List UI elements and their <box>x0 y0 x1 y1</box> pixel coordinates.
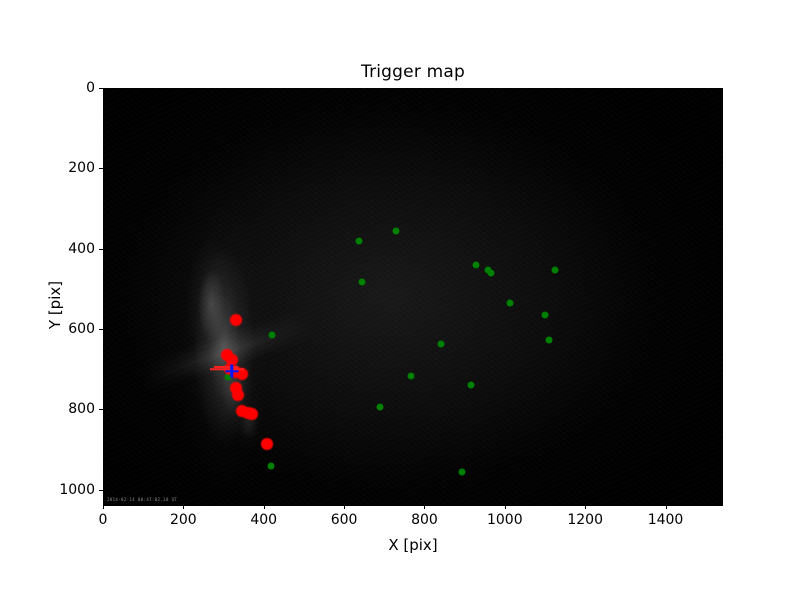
x-tick-label: 600 <box>330 512 358 528</box>
green-triggers-point <box>407 372 415 380</box>
green-triggers-point <box>267 462 275 470</box>
x-tick-mark <box>585 505 587 509</box>
red-triggers-point <box>230 382 242 394</box>
x-tick-mark <box>424 505 426 509</box>
target-crosshair-marker <box>209 359 244 379</box>
y-tick-label: 1000 <box>59 481 95 498</box>
x-tick-label: 400 <box>250 512 278 528</box>
centroid-plus-marker <box>225 364 239 378</box>
y-tick-label: 200 <box>68 160 95 177</box>
x-tick-mark <box>263 505 265 509</box>
green-triggers-point <box>472 261 480 269</box>
x-tick-mark <box>183 505 185 509</box>
green-triggers-point <box>358 278 366 286</box>
y-tick-label: 0 <box>86 80 95 96</box>
y-tick-mark <box>99 248 103 250</box>
red-triggers-point <box>230 314 242 326</box>
x-tick-label: 1200 <box>567 512 603 528</box>
green-triggers-point <box>224 373 232 381</box>
x-tick-label: 1000 <box>486 512 523 528</box>
y-tick-label: 600 <box>68 321 95 338</box>
y-tick-mark <box>99 88 103 89</box>
x-tick-label: 1400 <box>647 512 684 528</box>
camera-timestamp-overlay: 2014-02-14 00:47:02.18 UT <box>107 497 178 502</box>
red-triggers-point <box>236 405 248 417</box>
x-tick-label: 0 <box>98 512 108 528</box>
x-tick-mark <box>504 505 506 509</box>
page-title: Trigger map <box>360 62 465 82</box>
green-triggers-point <box>545 336 553 344</box>
x-tick-label: 800 <box>411 512 438 528</box>
lunar-limb-glow <box>103 88 723 505</box>
red-triggers-point <box>226 354 238 366</box>
green-triggers-point <box>268 331 276 339</box>
green-triggers-point <box>458 468 466 476</box>
limb-streak <box>103 88 723 505</box>
green-triggers-point <box>551 266 559 274</box>
y-tick-mark <box>99 489 103 491</box>
x-axis-spine <box>103 505 723 506</box>
green-triggers-point <box>437 340 445 348</box>
y-axis-label: Y [pix] <box>46 280 64 330</box>
detector-halo <box>103 88 723 505</box>
green-triggers-point <box>376 403 384 411</box>
x-tick-mark <box>103 505 104 509</box>
y-tick-mark <box>99 409 103 411</box>
green-triggers-point <box>355 237 363 245</box>
y-tick-label: 800 <box>68 401 95 418</box>
y-tick-label: 400 <box>68 240 95 257</box>
x-tick-mark <box>344 505 346 509</box>
green-triggers-point <box>467 381 475 389</box>
green-triggers-point <box>487 269 495 277</box>
y-tick-mark <box>99 329 103 331</box>
red-triggers-point <box>232 389 244 401</box>
x-tick-label: 200 <box>169 512 197 528</box>
green-triggers-point <box>392 227 400 235</box>
sensor-noise <box>103 88 723 505</box>
red-triggers-point <box>236 368 248 380</box>
red-triggers-point <box>261 438 273 450</box>
x-tick-mark <box>665 505 667 509</box>
green-triggers-point <box>541 311 549 319</box>
x-axis-label: X [pix] <box>388 536 438 554</box>
plot-area[interactable]: 2014-02-14 00:47:02.18 UT <box>103 88 723 505</box>
red-triggers-point <box>246 408 258 420</box>
y-tick-mark <box>99 168 103 170</box>
green-triggers-point <box>506 299 514 307</box>
